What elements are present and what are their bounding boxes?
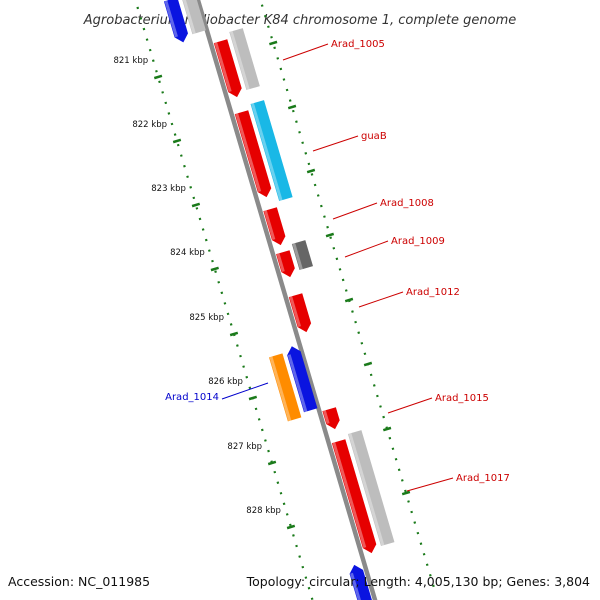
gene-arad-1016 xyxy=(331,439,377,554)
major-tick-right xyxy=(401,490,411,496)
gene-arad-1008-highlight xyxy=(263,210,276,241)
gene-bottom-blue xyxy=(349,564,372,600)
gene-arad-1007-highlight xyxy=(235,113,262,193)
gene-arad-1009-highlight xyxy=(292,243,303,270)
major-tick-right xyxy=(363,361,373,367)
gene-label-leader xyxy=(358,291,404,308)
gene-label: Arad_1005 xyxy=(331,39,385,50)
gene-arad-1006-grey-highlight xyxy=(229,31,250,90)
gene-arad-1008 xyxy=(263,207,286,246)
gene-arad-1014-highlight xyxy=(287,354,308,413)
gene-arad-1009a xyxy=(276,250,295,278)
scale-tick-label: 821 kbp xyxy=(113,56,148,66)
major-tick-left xyxy=(172,138,182,144)
gene-arad-1005 xyxy=(213,39,242,98)
gene-arad-1015-highlight xyxy=(322,410,330,425)
gene-arad-1017-highlight xyxy=(348,433,385,546)
gene-label: guaB xyxy=(361,131,387,142)
gene-arad-1013 xyxy=(269,353,302,422)
gene-top-grey-highlight xyxy=(182,0,196,35)
accession-text: Accession: NC_011985 xyxy=(8,574,150,589)
gene-guab xyxy=(250,100,293,202)
gene-top-blue xyxy=(163,0,188,43)
gene-label-leader xyxy=(406,477,454,492)
major-tick-left xyxy=(286,524,296,530)
scale-tick-label: 822 kbp xyxy=(132,120,167,130)
gene-label-leader xyxy=(387,397,433,414)
map-layer: 821 kbp 822 kbp 823 kbp 824 kbp 825 kbp 826 k… xyxy=(113,0,510,600)
gene-arad-1017 xyxy=(347,430,395,547)
gene-label-leader xyxy=(282,43,329,61)
major-tick-right xyxy=(287,104,297,110)
genome-backbone xyxy=(195,0,378,600)
gene-bottom-blue-highlight xyxy=(350,572,361,600)
gene-label-leader xyxy=(312,135,359,152)
major-tick-right xyxy=(344,297,354,303)
major-tick-left xyxy=(229,331,239,337)
gene-label: Arad_1009 xyxy=(391,236,445,247)
genome-title: Agrobacterium radiobacter K84 chromosome… xyxy=(83,13,516,28)
major-tick-right xyxy=(382,426,392,432)
gene-label-leader xyxy=(221,382,269,400)
gene-arad-1012 xyxy=(288,293,312,333)
major-tick-left xyxy=(267,460,277,466)
major-tick-left xyxy=(191,202,201,208)
gene-arad-1006-grey xyxy=(229,28,260,91)
major-tick-left xyxy=(210,266,219,272)
gene-arad-1005-highlight xyxy=(214,42,232,93)
gene-arad-1013-highlight xyxy=(269,356,292,422)
gene-label: Arad_1008 xyxy=(380,198,434,209)
gene-label-leader xyxy=(332,202,378,220)
scale-tick-label: 827 kbp xyxy=(227,442,262,452)
gene-top-blue-highlight xyxy=(164,0,178,38)
major-tick-right xyxy=(306,168,316,174)
gene-top-grey xyxy=(182,0,206,35)
scale-tick-label: 826 kbp xyxy=(208,377,243,387)
gene-label: Arad_1014 xyxy=(165,392,219,403)
gene-label: Arad_1017 xyxy=(456,473,510,484)
gene-arad-1016-highlight xyxy=(332,442,367,549)
gene-arad-1009 xyxy=(291,240,313,271)
major-tick-left xyxy=(153,74,163,80)
scale-tick-label: 824 kbp xyxy=(170,248,205,258)
gene-label: Arad_1012 xyxy=(406,287,460,298)
major-tick-left xyxy=(248,395,258,401)
genome-summary-text: Topology: circular; Length: 4,005,130 bp… xyxy=(246,574,590,589)
gene-label-leader xyxy=(344,240,389,258)
gene-arad-1015 xyxy=(322,407,340,430)
major-tick-right xyxy=(269,40,278,46)
gene-arad-1007 xyxy=(234,110,272,198)
scale-tick-label: 825 kbp xyxy=(189,313,224,323)
gene-guab-highlight xyxy=(251,103,283,201)
gene-arad-1009a-highlight xyxy=(276,253,285,273)
scale-tick-label: 823 kbp xyxy=(151,184,186,194)
gene-arad-1014 xyxy=(287,346,318,413)
scale-tick-label: 828 kbp xyxy=(246,506,281,516)
gene-label: Arad_1015 xyxy=(435,393,489,404)
major-tick-right xyxy=(325,232,335,238)
gene-arad-1012-highlight xyxy=(289,296,301,328)
